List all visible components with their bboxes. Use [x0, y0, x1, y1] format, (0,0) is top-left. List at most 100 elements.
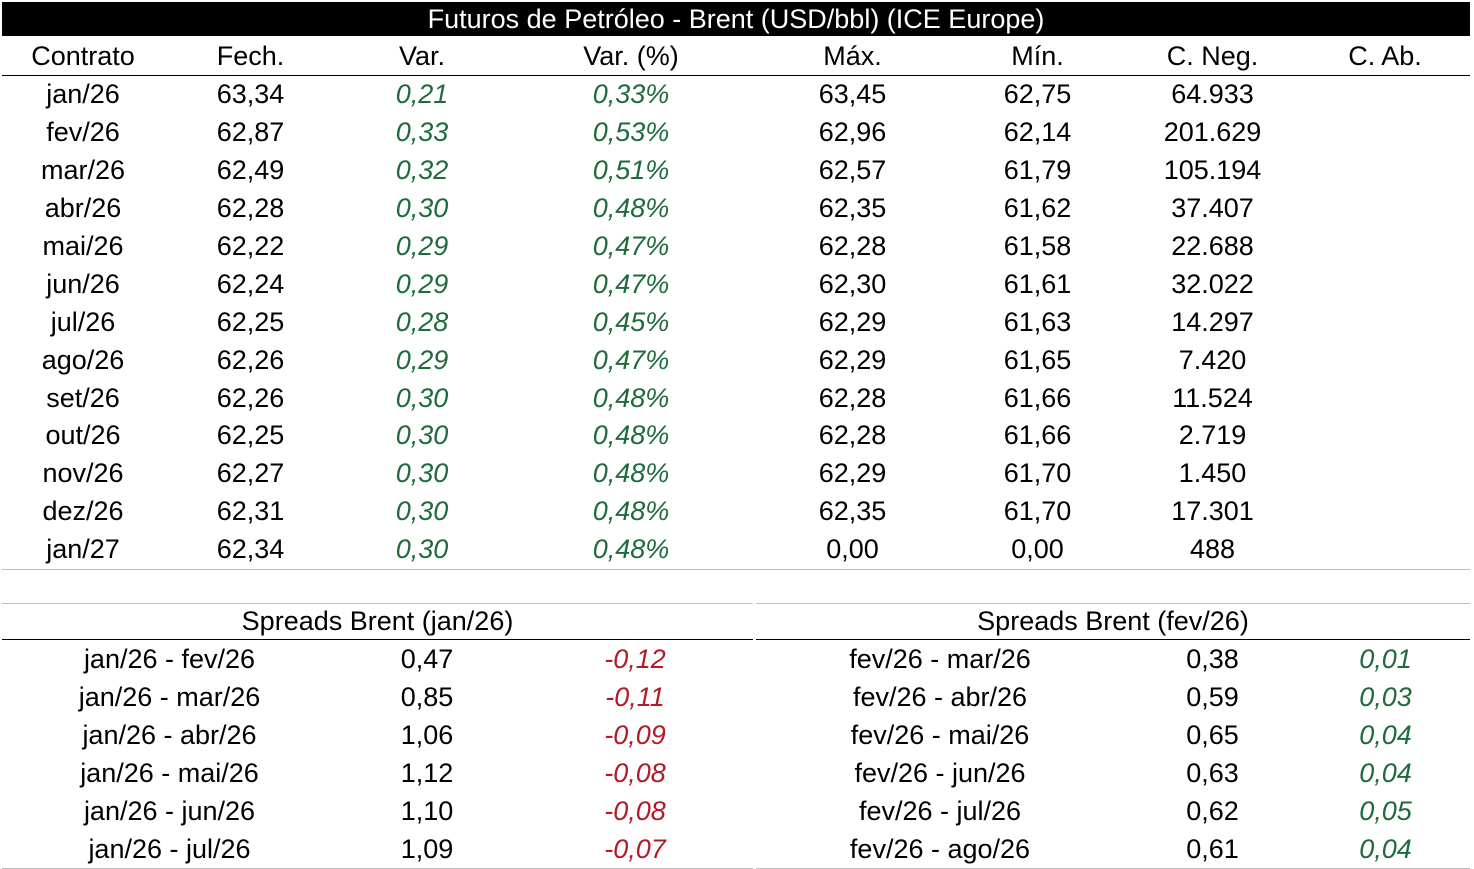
col-header-change: Var. — [398, 41, 446, 71]
cell-close: 62,26 — [216, 382, 285, 413]
cell-volume: 201.629 — [1163, 117, 1262, 148]
spread-value: 1,09 — [400, 833, 454, 864]
cell-high: 62,28 — [818, 382, 887, 413]
spread-row: jan/26 - jul/26 1,09 -0,07 — [2, 830, 754, 869]
table-row: jul/26 62,25 0,28 0,45% 62,29 61,63 14.297 — [2, 303, 1470, 341]
cell-close: 62,49 — [216, 155, 285, 186]
col-header-low: Mín. — [1011, 41, 1064, 71]
spread-row: jan/26 - mar/26 0,85 -0,11 — [2, 678, 753, 716]
spread-pair: fev/26 - abr/26 — [852, 681, 1028, 712]
cell-change: 0,32 — [395, 155, 449, 186]
cell-close: 62,26 — [216, 344, 285, 375]
cell-low: 61,63 — [1003, 306, 1072, 337]
cell-open-interest — [1300, 493, 1470, 531]
cell-contract: jan/27 — [46, 534, 120, 565]
col-header-change-pct: Var. (%) — [583, 41, 679, 71]
cell-close: 62,87 — [216, 117, 285, 148]
table-row: mai/26 62,22 0,29 0,47% 62,28 61,58 22.688 — [2, 228, 1470, 266]
cell-change-pct: 0,53% — [592, 117, 670, 148]
cell-high: 62,28 — [818, 231, 887, 261]
table-row: dez/26 62,31 0,30 0,48% 62,35 61,70 17.301 — [2, 493, 1470, 531]
cell-open-interest — [1300, 228, 1470, 266]
cell-open-interest — [1300, 341, 1470, 379]
spread-pair: jan/26 - mai/26 — [80, 757, 259, 788]
table-row: nov/26 62,27 0,30 0,48% 62,29 61,70 1.450 — [2, 455, 1470, 493]
spread-value: 0,63 — [1186, 757, 1239, 788]
spread-pair: jan/26 - jul/26 — [88, 833, 251, 864]
col-header-volume: C. Neg. — [1166, 41, 1259, 71]
col-header-open-interest: C. Ab. — [1348, 41, 1422, 71]
report-title: Futuros de Petróleo - Brent (USD/bbl) (I… — [2, 2, 1470, 36]
spreads-jan26-title: Spreads Brent (jan/26) — [241, 606, 514, 636]
cell-high: 62,35 — [818, 193, 887, 224]
cell-change-pct: 0,48% — [592, 534, 670, 565]
spread-pair: jan/26 - fev/26 — [83, 643, 256, 674]
spread-value: 0,62 — [1186, 795, 1239, 826]
cell-low: 61,61 — [1003, 268, 1072, 299]
spreads-fev26-table: Spreads Brent (fev/26) fev/26 - mar/26 0,… — [756, 603, 1470, 869]
cell-change: 0,30 — [395, 382, 449, 413]
table-row: jan/26 63,34 0,21 0,33% 63,45 62,75 64.933 — [2, 76, 1470, 114]
spread-value: 0,38 — [1186, 643, 1239, 674]
cell-contract: jul/26 — [50, 306, 116, 337]
cell-low: 61,79 — [1003, 155, 1072, 186]
spread-pair: fev/26 - ago/26 — [849, 833, 1031, 864]
table-row: out/26 62,25 0,30 0,48% 62,28 61,66 2.719 — [2, 417, 1470, 455]
cell-change-pct: 0,45% — [592, 306, 670, 337]
spread-pair: fev/26 - jun/26 — [854, 757, 1026, 788]
spreads-jan26-table: Spreads Brent (jan/26) jan/26 - fev/26 0,… — [2, 603, 754, 869]
spread-change: 0,04 — [1359, 757, 1412, 788]
table-row: jun/26 62,24 0,29 0,47% 62,30 61,61 32.022 — [2, 265, 1470, 303]
spread-change: 0,01 — [1359, 643, 1412, 674]
col-header-contract: Contrato — [31, 41, 135, 71]
spread-pair: jan/26 - abr/26 — [82, 719, 257, 750]
spread-value: 1,06 — [400, 719, 454, 750]
cell-open-interest — [1300, 152, 1470, 190]
cell-volume: 11.524 — [1172, 382, 1253, 413]
cell-low: 61,70 — [1003, 458, 1072, 489]
cell-open-interest — [1300, 379, 1470, 417]
cell-close: 62,27 — [216, 458, 285, 489]
cell-change-pct: 0,51% — [592, 155, 670, 186]
cell-volume: 105.194 — [1163, 155, 1262, 186]
futures-header-row: Contrato Fech. Var. Var. (%) Máx. Mín. C… — [2, 38, 1470, 76]
cell-change-pct: 0,48% — [592, 458, 670, 489]
cell-low: 61,66 — [1003, 420, 1072, 451]
cell-change: 0,29 — [395, 231, 449, 261]
cell-change-pct: 0,47% — [592, 231, 670, 261]
cell-volume: 17.301 — [1171, 496, 1254, 527]
cell-high: 62,29 — [818, 344, 887, 375]
futures-table: Contrato Fech. Var. Var. (%) Máx. Mín. C… — [2, 38, 1470, 570]
cell-low: 61,70 — [1003, 496, 1072, 527]
cell-close: 62,31 — [216, 496, 285, 527]
cell-low: 61,58 — [1003, 231, 1072, 261]
spread-row: jan/26 - fev/26 0,47 -0,12 — [2, 640, 753, 679]
spread-value: 0,47 — [400, 643, 454, 674]
cell-contract: jan/26 — [46, 79, 120, 110]
cell-close: 62,34 — [216, 534, 285, 565]
spread-change: -0,07 — [604, 833, 666, 864]
cell-close: 62,24 — [216, 268, 285, 299]
cell-open-interest — [1300, 531, 1470, 569]
spread-change: -0,11 — [605, 681, 665, 712]
spread-pair: jan/26 - jun/26 — [83, 795, 256, 826]
cell-close: 62,22 — [216, 231, 285, 261]
cell-open-interest — [1300, 76, 1470, 114]
futures-body: jan/26 63,34 0,21 0,33% 63,45 62,75 64.933 fev/… — [2, 76, 1470, 570]
table-row: mar/26 62,49 0,32 0,51% 62,57 61,79 105.194 — [2, 152, 1470, 190]
cell-high: 62,29 — [818, 458, 887, 489]
cell-volume: 37.407 — [1171, 193, 1254, 224]
cell-open-interest — [1300, 114, 1470, 152]
cell-change: 0,30 — [395, 534, 449, 565]
cell-contract: nov/26 — [42, 458, 124, 489]
spread-row: fev/26 - mai/26 0,65 0,04 — [756, 716, 1470, 754]
cell-contract: dez/26 — [42, 496, 124, 527]
cell-contract: fev/26 — [46, 117, 120, 148]
spread-value: 1,10 — [400, 795, 454, 826]
cell-open-interest — [1300, 190, 1470, 228]
cell-contract: set/26 — [46, 382, 120, 413]
cell-change: 0,29 — [395, 268, 449, 299]
cell-open-interest — [1300, 265, 1470, 303]
cell-close: 62,28 — [216, 193, 285, 224]
table-row: fev/26 62,87 0,33 0,53% 62,96 62,14 201.629 — [2, 114, 1470, 152]
